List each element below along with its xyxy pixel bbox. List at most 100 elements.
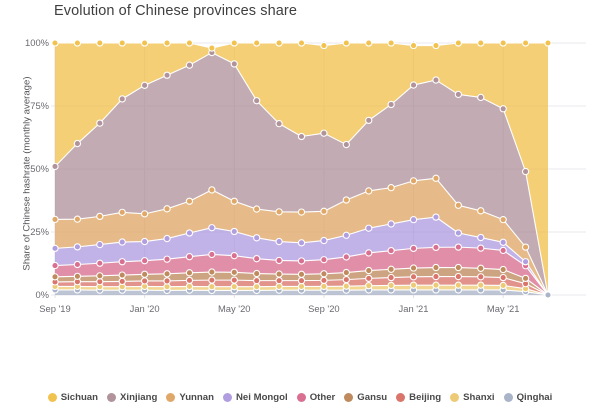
data-point-marker[interactable] <box>342 140 350 149</box>
data-point-marker[interactable] <box>118 277 126 286</box>
data-point-marker[interactable] <box>253 276 261 285</box>
data-point-marker[interactable] <box>342 275 350 284</box>
data-point-marker[interactable] <box>454 229 463 237</box>
data-point-marker[interactable] <box>253 234 261 242</box>
data-point-marker[interactable] <box>253 269 261 278</box>
data-point-marker[interactable] <box>73 260 82 269</box>
data-point-marker[interactable] <box>365 187 373 195</box>
data-point-marker[interactable] <box>230 60 238 68</box>
data-point-marker[interactable] <box>73 215 82 223</box>
data-point-marker[interactable] <box>185 253 194 261</box>
data-point-marker[interactable] <box>454 272 463 281</box>
data-point-marker[interactable] <box>73 139 82 148</box>
data-point-marker[interactable] <box>387 281 395 290</box>
data-point-marker[interactable] <box>297 257 306 265</box>
data-point-marker[interactable] <box>208 224 216 232</box>
data-point-marker[interactable] <box>208 283 216 291</box>
data-point-marker[interactable] <box>342 253 350 261</box>
data-point-marker[interactable] <box>454 39 463 47</box>
data-point-marker[interactable] <box>185 61 194 69</box>
legend-item-other[interactable]: Other <box>296 392 335 403</box>
data-point-marker[interactable] <box>387 39 395 47</box>
data-point-marker[interactable] <box>230 227 238 236</box>
data-point-marker[interactable] <box>208 186 216 194</box>
data-point-marker[interactable] <box>230 39 238 47</box>
data-point-marker[interactable] <box>499 216 507 224</box>
data-point-marker[interactable] <box>320 41 328 50</box>
data-point-marker[interactable] <box>230 252 238 260</box>
data-point-marker[interactable] <box>409 81 418 89</box>
data-point-marker[interactable] <box>163 277 171 285</box>
data-point-marker[interactable] <box>454 243 463 251</box>
data-point-marker[interactable] <box>477 233 485 242</box>
data-point-marker[interactable] <box>477 244 485 252</box>
data-point-marker[interactable] <box>432 174 440 182</box>
legend-item-shanxi[interactable]: Shanxi <box>450 392 495 403</box>
data-point-marker[interactable] <box>499 281 507 290</box>
data-point-marker[interactable] <box>387 273 395 282</box>
data-point-marker[interactable] <box>208 276 216 284</box>
data-point-marker[interactable] <box>118 39 126 47</box>
data-point-marker[interactable] <box>163 71 171 79</box>
data-point-marker[interactable] <box>51 215 59 224</box>
data-point-marker[interactable] <box>365 282 373 290</box>
data-point-marker[interactable] <box>275 39 283 47</box>
data-point-marker[interactable] <box>521 243 530 251</box>
data-point-marker[interactable] <box>432 213 440 221</box>
data-point-marker[interactable] <box>230 197 238 205</box>
data-point-marker[interactable] <box>387 220 395 228</box>
legend-item-sichuan[interactable]: Sichuan <box>47 392 98 403</box>
data-point-marker[interactable] <box>297 132 306 141</box>
data-point-marker[interactable] <box>365 249 373 257</box>
data-point-marker[interactable] <box>409 281 418 289</box>
data-point-marker[interactable] <box>454 263 463 272</box>
data-point-marker[interactable] <box>275 276 283 285</box>
data-point-marker[interactable] <box>365 266 373 275</box>
data-point-marker[interactable] <box>140 257 149 265</box>
data-point-marker[interactable] <box>208 250 216 259</box>
data-point-marker[interactable] <box>477 39 485 47</box>
legend-item-xinjiang[interactable]: Xinjiang <box>107 392 157 403</box>
data-point-marker[interactable] <box>253 39 261 47</box>
data-point-marker[interactable] <box>96 240 104 249</box>
data-point-marker[interactable] <box>96 272 104 280</box>
data-point-marker[interactable] <box>432 263 440 272</box>
data-point-marker[interactable] <box>409 177 418 185</box>
data-point-marker[interactable] <box>297 239 306 247</box>
data-point-marker[interactable] <box>140 277 149 285</box>
data-point-marker[interactable] <box>275 119 283 128</box>
data-point-marker[interactable] <box>163 39 171 47</box>
data-point-marker[interactable] <box>51 162 59 171</box>
data-point-marker[interactable] <box>499 39 507 47</box>
data-point-marker[interactable] <box>140 210 149 218</box>
data-point-marker[interactable] <box>185 197 194 205</box>
data-point-marker[interactable] <box>140 39 149 47</box>
data-point-marker[interactable] <box>342 268 350 277</box>
data-point-marker[interactable] <box>96 39 104 47</box>
data-point-marker[interactable] <box>320 270 328 278</box>
data-point-marker[interactable] <box>253 255 261 263</box>
data-point-marker[interactable] <box>320 282 328 291</box>
data-point-marker[interactable] <box>185 282 194 291</box>
data-point-marker[interactable] <box>387 265 395 273</box>
data-point-marker[interactable] <box>230 283 238 291</box>
data-point-marker[interactable] <box>454 90 463 99</box>
data-point-marker[interactable] <box>432 281 440 289</box>
data-point-marker[interactable] <box>73 272 82 281</box>
data-point-marker[interactable] <box>409 244 418 253</box>
data-point-marker[interactable] <box>477 93 485 102</box>
data-point-marker[interactable] <box>118 238 126 246</box>
data-point-marker[interactable] <box>477 207 485 215</box>
data-point-marker[interactable] <box>185 276 194 285</box>
data-point-marker[interactable] <box>275 208 283 216</box>
data-point-marker[interactable] <box>73 243 82 251</box>
data-point-marker[interactable] <box>342 231 350 239</box>
data-point-marker[interactable] <box>118 208 126 216</box>
data-point-marker[interactable] <box>140 237 149 246</box>
data-point-marker[interactable] <box>208 268 216 276</box>
data-point-marker[interactable] <box>275 237 283 246</box>
data-point-marker[interactable] <box>499 273 507 282</box>
data-point-marker[interactable] <box>51 244 59 253</box>
data-point-marker[interactable] <box>365 274 373 283</box>
data-point-marker[interactable] <box>230 268 238 276</box>
